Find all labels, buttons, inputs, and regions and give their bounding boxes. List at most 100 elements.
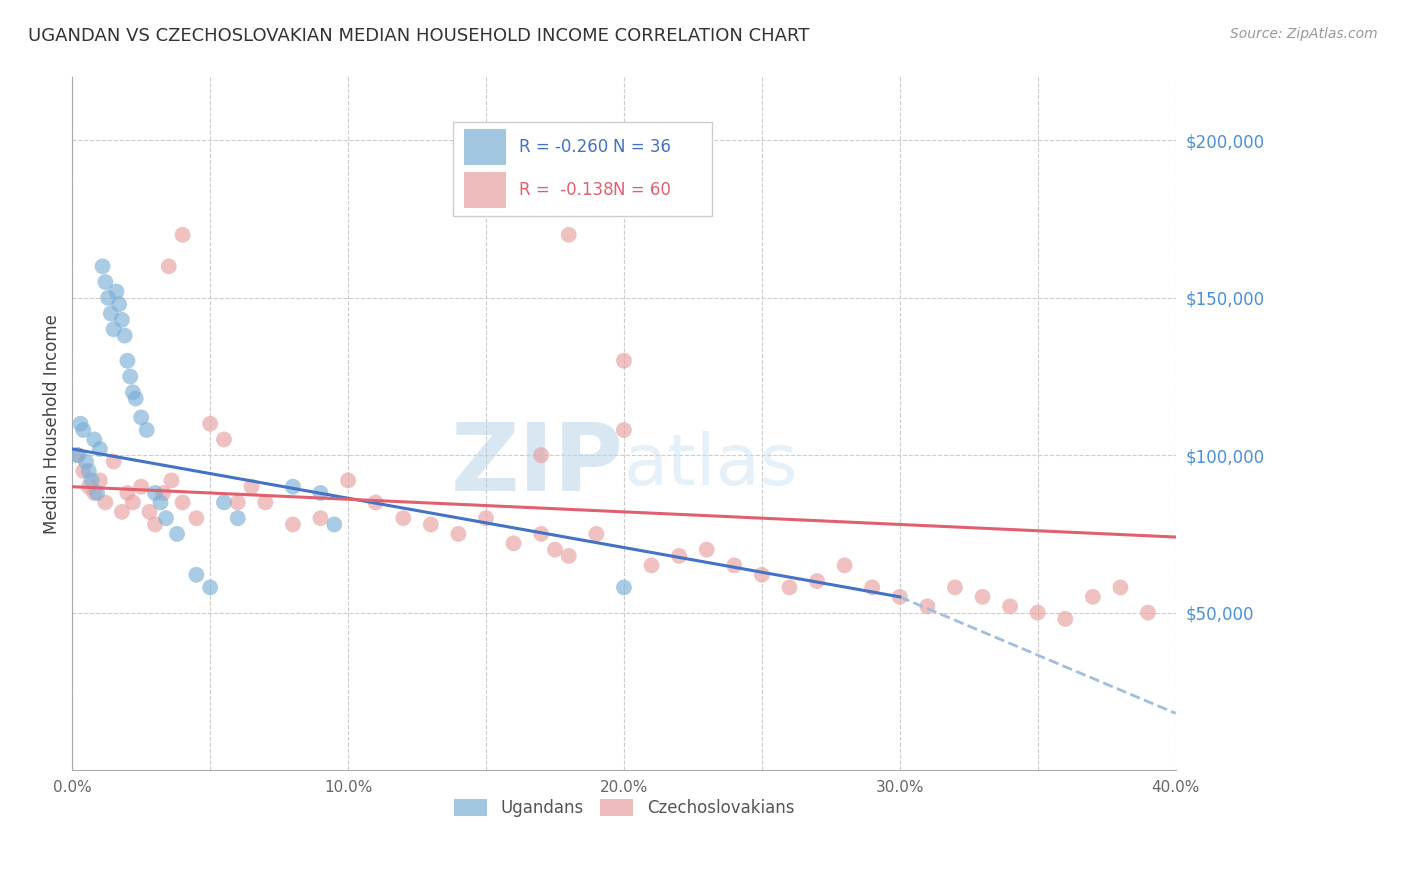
Y-axis label: Median Household Income: Median Household Income (44, 314, 60, 533)
Point (103, 454, 125, 468)
Point (135, 423, 157, 437)
Point (86, 486, 108, 500)
Point (972, 590, 994, 604)
Point (1109, 581, 1132, 595)
Point (419, 517, 441, 532)
Point (585, 527, 607, 541)
Point (613, 353, 636, 368)
Point (240, 480, 263, 494)
Point (281, 517, 304, 532)
Point (226, 511, 249, 525)
Point (75, 454, 97, 468)
Point (91, 260, 114, 274)
Point (105, 285, 128, 299)
Text: R = -0.260: R = -0.260 (519, 138, 609, 156)
Point (166, 527, 188, 541)
Point (613, 581, 636, 595)
Point (254, 495, 277, 509)
Point (212, 433, 235, 447)
Text: UGANDAN VS CZECHOSLOVAKIAN MEDIAN HOUSEHOLD INCOME CORRELATION CHART: UGANDAN VS CZECHOSLOVAKIAN MEDIAN HOUSEH… (28, 27, 810, 45)
FancyBboxPatch shape (464, 172, 506, 208)
Point (129, 480, 152, 494)
Point (83, 433, 105, 447)
Point (89, 474, 111, 488)
Point (129, 410, 152, 425)
Point (806, 574, 828, 588)
Point (860, 581, 883, 595)
Point (751, 567, 773, 582)
FancyBboxPatch shape (453, 122, 713, 216)
Point (475, 511, 498, 525)
Point (392, 511, 415, 525)
Point (723, 558, 745, 573)
Point (696, 542, 718, 557)
Point (152, 486, 174, 500)
Point (640, 558, 662, 573)
Point (943, 581, 966, 595)
Point (198, 417, 221, 431)
Point (94, 275, 117, 289)
Point (212, 495, 235, 509)
Legend: Ugandans, Czechoslovakians: Ugandans, Czechoslovakians (447, 792, 801, 824)
Point (108, 297, 131, 311)
Point (558, 227, 581, 242)
Text: N = 60: N = 60 (613, 181, 671, 199)
Point (364, 495, 387, 509)
Point (120, 369, 142, 384)
Point (69, 417, 91, 431)
Point (613, 423, 636, 437)
Point (72, 464, 94, 478)
Point (100, 307, 122, 321)
Point (186, 567, 208, 582)
FancyBboxPatch shape (464, 128, 506, 165)
Point (1054, 612, 1077, 626)
Point (889, 590, 911, 604)
Point (103, 322, 125, 336)
Point (558, 549, 581, 563)
Point (122, 385, 145, 400)
Point (138, 505, 160, 519)
Point (143, 517, 166, 532)
Point (114, 328, 136, 343)
Point (111, 313, 134, 327)
Point (77, 480, 100, 494)
Point (124, 392, 146, 406)
Point (834, 558, 856, 573)
Point (83, 486, 105, 500)
Point (281, 480, 304, 494)
Point (998, 599, 1021, 614)
Text: atlas: atlas (624, 431, 799, 500)
Point (66, 448, 89, 462)
Point (502, 536, 524, 550)
Point (530, 527, 553, 541)
Point (77, 464, 100, 478)
Point (80, 474, 103, 488)
Point (72, 423, 94, 437)
Point (778, 581, 800, 595)
Point (226, 495, 249, 509)
Point (1081, 590, 1104, 604)
Point (337, 474, 360, 488)
Point (155, 511, 177, 525)
Point (122, 495, 145, 509)
Point (1137, 606, 1160, 620)
Point (66, 448, 89, 462)
Point (172, 495, 194, 509)
Text: N = 36: N = 36 (613, 138, 671, 156)
Point (447, 527, 470, 541)
Point (1026, 606, 1049, 620)
Point (160, 474, 183, 488)
Point (157, 260, 180, 274)
Point (149, 495, 172, 509)
Point (309, 511, 332, 525)
Point (530, 448, 553, 462)
Text: R =  -0.138: R = -0.138 (519, 181, 614, 199)
Point (917, 599, 939, 614)
Point (89, 442, 111, 456)
Point (186, 511, 208, 525)
Point (117, 486, 139, 500)
Point (172, 227, 194, 242)
Point (111, 505, 134, 519)
Text: ZIP: ZIP (451, 419, 624, 511)
Point (544, 542, 567, 557)
